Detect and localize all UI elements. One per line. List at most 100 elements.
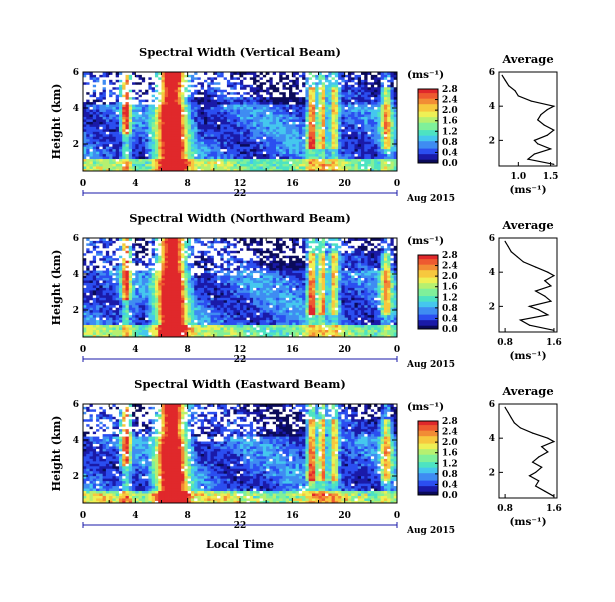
heatmap-cell (312, 146, 316, 149)
heatmap-cell (351, 112, 355, 115)
heatmap-cell (364, 144, 368, 147)
heatmap-cell (263, 136, 267, 139)
heatmap-cell (387, 146, 391, 149)
heatmap-cell (377, 107, 381, 110)
heatmap-cell (230, 112, 234, 115)
heatmap-cell (381, 104, 385, 107)
heatmap-cell (139, 275, 143, 278)
heatmap-cell (335, 159, 339, 162)
heatmap-cell (266, 77, 270, 80)
heatmap-cell (122, 332, 126, 335)
heatmap-cell (296, 82, 300, 85)
heatmap-cell (106, 136, 110, 139)
heatmap-cell (103, 144, 107, 147)
heatmap-cell (191, 74, 195, 77)
heatmap-cell (247, 117, 251, 120)
heatmap-cell (260, 151, 264, 154)
heatmap-cell (296, 141, 300, 144)
heatmap-cell (286, 77, 290, 80)
heatmap-cell (361, 107, 365, 110)
heatmap-cell (335, 97, 339, 100)
heatmap-cell (181, 119, 185, 122)
heatmap-cell (145, 124, 149, 127)
heatmap-cell (99, 117, 103, 120)
heatmap-cell (142, 129, 146, 132)
heatmap-cell (296, 94, 300, 97)
heatmap-cell (106, 322, 110, 325)
heatmap-cell (292, 126, 296, 129)
heatmap-cell (135, 332, 139, 335)
heatmap-cell (256, 144, 260, 147)
heatmap-cell (256, 109, 260, 112)
heatmap-cell (126, 84, 130, 87)
heatmap-cell (354, 136, 358, 139)
heatmap-cell (368, 126, 372, 129)
heatmap-cell (384, 161, 388, 164)
heatmap-cell (109, 112, 113, 115)
heatmap-cell (358, 131, 362, 134)
heatmap-cell (129, 315, 133, 318)
heatmap-cell (171, 159, 175, 162)
heatmap-cell (116, 325, 120, 328)
heatmap-cell (191, 146, 195, 149)
heatmap-cell (335, 164, 339, 167)
heatmap-cell (126, 270, 130, 273)
heatmap-cell (145, 82, 149, 85)
heatmap-cell (390, 99, 394, 102)
heatmap-cell (83, 114, 87, 117)
heatmap-cell (387, 149, 391, 152)
heatmap-cell (364, 161, 368, 164)
heatmap-cell (296, 126, 300, 129)
heatmap-cell (381, 84, 385, 87)
heatmap-cell (309, 159, 313, 162)
heatmap-cell (364, 131, 368, 134)
heatmap-cell (158, 302, 162, 305)
heatmap-cell (145, 302, 149, 305)
heatmap-cell (354, 77, 358, 80)
heatmap-cell (390, 146, 394, 149)
heatmap-cell (103, 268, 107, 271)
heatmap-cell (364, 87, 368, 90)
heatmap-cell (152, 109, 156, 112)
heatmap-cell (354, 151, 358, 154)
heatmap-cell (279, 92, 283, 95)
heatmap-cell (230, 139, 234, 142)
heatmap-cell (240, 104, 244, 107)
heatmap-cell (152, 250, 156, 253)
heatmap-cell (224, 122, 228, 125)
heatmap-cell (142, 260, 146, 263)
heatmap-cell (109, 119, 113, 122)
heatmap-cell (109, 122, 113, 125)
heatmap-cell (188, 82, 192, 85)
heatmap-cell (358, 99, 362, 102)
heatmap-cell (135, 295, 139, 298)
heatmap-cell (103, 82, 107, 85)
heatmap-cell (162, 322, 166, 325)
heatmap-cell (371, 164, 375, 167)
heatmap-cell (338, 87, 342, 90)
heatmap-cell (338, 97, 342, 100)
heatmap-cell (90, 114, 94, 117)
heatmap-cell (126, 99, 130, 102)
heatmap-cell (93, 149, 97, 152)
heatmap-cell (348, 129, 352, 132)
heatmap-cell (158, 154, 162, 157)
heatmap-cell (171, 151, 175, 154)
heatmap-cell (233, 134, 237, 137)
heatmap-cell (171, 102, 175, 105)
heatmap-cell (354, 97, 358, 100)
heatmap-cell (197, 141, 201, 144)
heatmap-cell (276, 109, 280, 112)
heatmap-cell (354, 119, 358, 122)
heatmap-cell (319, 107, 323, 110)
heatmap-cell (162, 285, 166, 288)
heatmap-cell (122, 109, 126, 112)
heatmap-cell (233, 114, 237, 117)
average-point (502, 75, 503, 76)
heatmap-cell (286, 139, 290, 142)
heatmap-cell (338, 129, 342, 132)
heatmap-cell (122, 117, 126, 120)
heatmap-cell (358, 84, 362, 87)
heatmap-cell (96, 325, 100, 328)
